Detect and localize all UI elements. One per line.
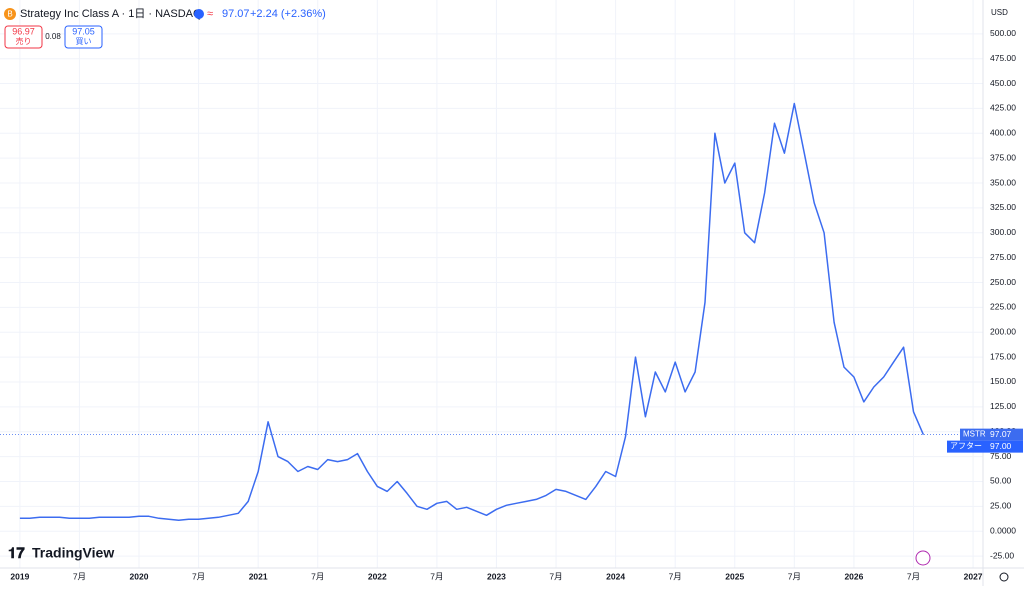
sell-label: 売り bbox=[16, 36, 32, 46]
price: 97.07 bbox=[222, 8, 250, 20]
session-icon bbox=[194, 9, 204, 19]
after-hours-tag bbox=[947, 440, 1023, 453]
y-tick-label: 275.00 bbox=[990, 252, 1016, 262]
y-tick-label: 225.00 bbox=[990, 302, 1016, 312]
y-tick-label: 400.00 bbox=[990, 128, 1016, 138]
y-tick-label: 300.00 bbox=[990, 227, 1016, 237]
symbol-icon bbox=[4, 8, 16, 20]
brand-logo: 𝟏𝟕 bbox=[8, 545, 25, 562]
plot bbox=[0, 102, 983, 522]
spread: 0.08 bbox=[45, 32, 61, 41]
y-tick-label: 450.00 bbox=[990, 78, 1016, 88]
buy-button[interactable] bbox=[64, 25, 103, 49]
x-tick-label: 7月 bbox=[549, 571, 562, 581]
x-tick-label: 7月 bbox=[192, 571, 205, 581]
sell-price: 96.97 bbox=[12, 26, 35, 36]
y-tick-label: 250.00 bbox=[990, 277, 1016, 287]
y-tick-label: 50.00 bbox=[990, 476, 1012, 486]
y-tick-label: 0.0000 bbox=[990, 525, 1016, 535]
y-tick-label: -25.00 bbox=[990, 550, 1014, 560]
after-hours-value: 97.00 bbox=[990, 441, 1012, 451]
x-tick-label: 7月 bbox=[73, 571, 86, 581]
x-tick-label: 2020 bbox=[130, 571, 149, 581]
price-line bbox=[19, 102, 925, 522]
x-tick-label: 2021 bbox=[249, 571, 268, 581]
y-tick-label: 200.00 bbox=[990, 326, 1016, 336]
x-tick-label: 7月 bbox=[311, 571, 324, 581]
y-tick-label: 350.00 bbox=[990, 177, 1016, 187]
x-tick-label: 2023 bbox=[487, 571, 506, 581]
after-hours-name: アフター bbox=[950, 442, 982, 451]
x-tick-label: 7月 bbox=[430, 571, 443, 581]
y-tick-label: 325.00 bbox=[990, 202, 1016, 212]
axes: -25.000.000025.0050.0075.00100.00125.001… bbox=[10, 28, 1023, 581]
x-tick-label: 2025 bbox=[725, 571, 744, 581]
y-tick-label: 500.00 bbox=[990, 28, 1016, 38]
y-tick-label: 125.00 bbox=[990, 401, 1016, 411]
currency[interactable]: USD bbox=[991, 8, 1008, 17]
x-tick-label: 2026 bbox=[844, 571, 863, 581]
title: Strategy Inc Class A · 1日 · NASDAQ bbox=[20, 8, 202, 20]
event-icon[interactable] bbox=[915, 550, 931, 566]
y-tick-label: 175.00 bbox=[990, 351, 1016, 361]
x-tick-label: 7月 bbox=[669, 571, 682, 581]
x-tick-label: 2027 bbox=[964, 571, 983, 581]
x-tick-label: 2022 bbox=[368, 571, 387, 581]
last-price-tag bbox=[960, 428, 1023, 441]
sell-button[interactable] bbox=[4, 25, 43, 49]
y-tick-label: 150.00 bbox=[990, 376, 1016, 386]
change: +2.24 (+2.36%) bbox=[250, 8, 326, 20]
x-tick-label: 7月 bbox=[788, 571, 801, 581]
x-tick-label: 7月 bbox=[907, 571, 920, 581]
x-tick-label: 2024 bbox=[606, 571, 625, 581]
brand: TradingView bbox=[32, 545, 114, 561]
y-tick-label: 475.00 bbox=[990, 53, 1016, 63]
x-tick-label: 2019 bbox=[10, 571, 29, 581]
y-tick-label: 425.00 bbox=[990, 103, 1016, 113]
grid bbox=[0, 0, 983, 568]
y-tick-label: 375.00 bbox=[990, 152, 1016, 162]
y-tick-label: 25.00 bbox=[990, 501, 1012, 511]
last-price-name: MSTR bbox=[963, 430, 986, 439]
buy-price: 97.05 bbox=[72, 26, 95, 36]
symbol-icon-letter: B bbox=[7, 10, 12, 19]
delay-icon: ≈ bbox=[207, 8, 213, 20]
last-price-value: 97.07 bbox=[990, 429, 1012, 439]
settings-icon[interactable] bbox=[999, 572, 1009, 582]
y-tick-label: 75.00 bbox=[990, 451, 1012, 461]
buy-label: 買い bbox=[76, 37, 92, 46]
